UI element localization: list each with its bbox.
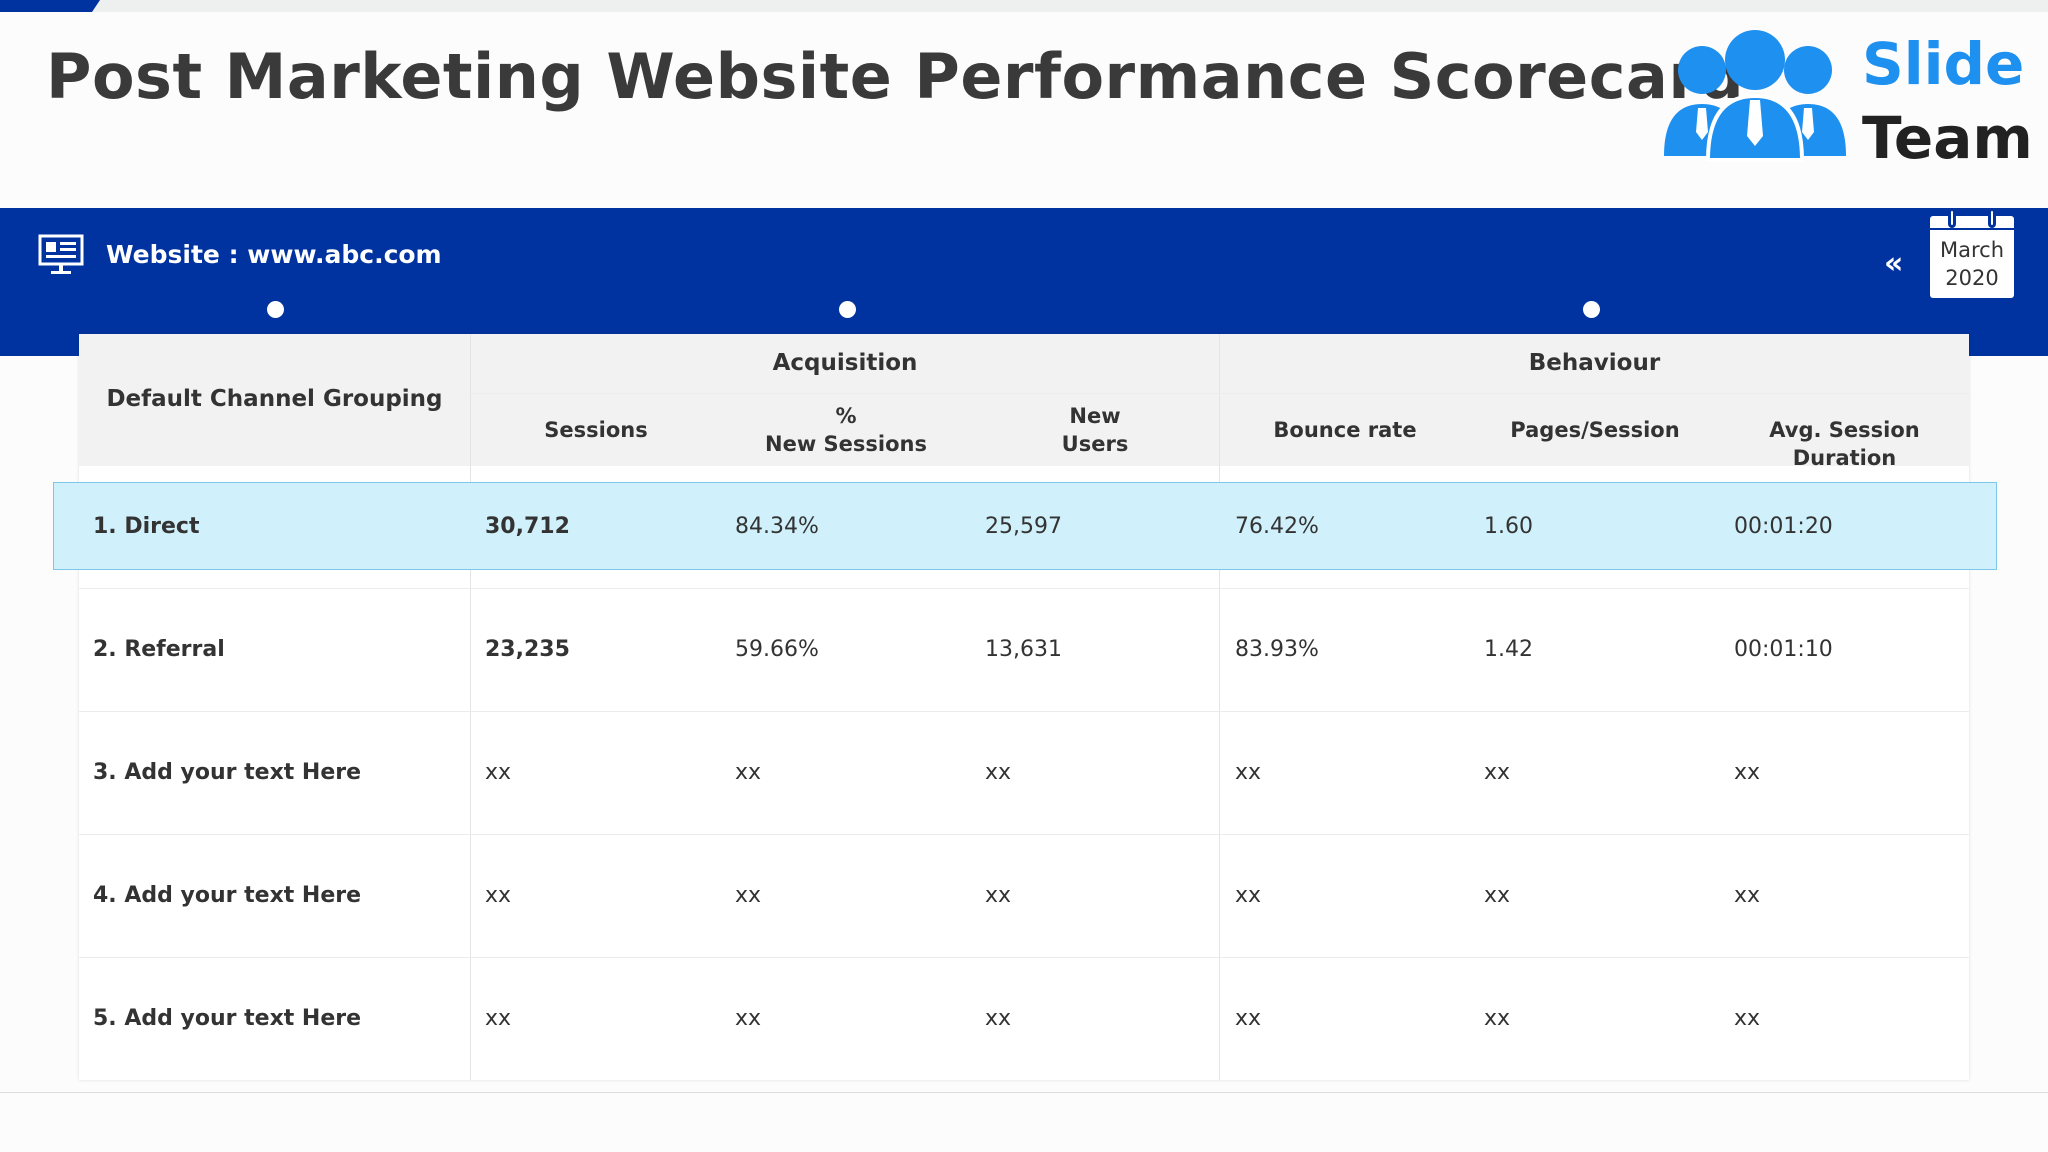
table-row[interactable]: 3. Add your text Here xx xx xx xx xx xx [0,729,2048,817]
row-pages-session: xx [1484,760,1511,785]
header-new-sessions-line1: % [835,404,857,428]
row-channel-name: 5. Add your text Here [93,1006,362,1031]
header-acquisition: Acquisition [772,350,918,376]
row-new-sessions: xx [735,1006,762,1031]
header-new-users: New Users [971,402,1219,458]
row-bounce-rate: xx [1235,760,1262,785]
row-bounce-rate: xx [1235,883,1262,908]
row-bounce-rate: xx [1235,1006,1262,1031]
header-pages-session: Pages/Session [1510,418,1680,442]
row-new-users: xx [985,1006,1012,1031]
people-icon [1664,30,1846,162]
logo-text-team: Team [1862,104,2033,172]
header-new-users-line2: Users [1061,432,1129,456]
highlighted-row [53,482,1997,570]
row-new-users: 25,597 [985,514,1062,539]
row-channel-name: 2. Referral [93,637,225,662]
row-bounce-rate: 76.42% [1235,514,1319,539]
row-avg-session-duration: 00:01:10 [1734,637,1833,662]
row-avg-session-duration: 00:01:20 [1734,514,1833,539]
row-pages-session: 1.60 [1484,514,1533,539]
row-channel-name: 4. Add your text Here [93,883,362,908]
header-behaviour: Behaviour [1528,350,1661,376]
row-channel-name: 1. Direct [93,514,200,539]
row-new-sessions: 84.34% [735,514,819,539]
calendar-ring-left [1948,208,1956,228]
row-bounce-rate: 83.93% [1235,637,1319,662]
column-divider [470,334,471,1080]
column-divider [1219,334,1220,1080]
table-row[interactable]: 4. Add your text Here xx xx xx xx xx xx [0,852,2048,940]
top-accent-bar [0,0,2048,12]
row-new-users: xx [985,883,1012,908]
row-channel-name: 3. Add your text Here [93,760,362,785]
row-divider [79,957,1969,958]
row-pages-session: xx [1484,1006,1511,1031]
row-avg-session-duration: xx [1734,1006,1761,1031]
table-row[interactable]: 1. Direct 30,712 84.34% 25,597 76.42% 1.… [0,483,2048,571]
row-new-users: 13,631 [985,637,1062,662]
row-divider [79,834,1969,835]
row-sessions: 30,712 [485,514,570,539]
calendar-top-bar [1930,216,2014,230]
top-accent-stripe [0,0,100,12]
timeline-dot-acquisition [839,301,856,318]
row-new-sessions: xx [735,760,762,785]
row-new-sessions: 59.66% [735,637,819,662]
row-sessions: xx [485,1006,512,1031]
table-row[interactable]: 2. Referral 23,235 59.66% 13,631 83.93% … [0,606,2048,694]
row-avg-session-duration: xx [1734,883,1761,908]
header-default-channel-grouping: Default Channel Grouping [106,386,443,412]
page-title: Post Marketing Website Performance Score… [46,40,1745,113]
header-bounce-rate: Bounce rate [1273,418,1417,442]
table-row[interactable]: 5. Add your text Here xx xx xx xx xx xx [0,975,2048,1063]
website-label: Website : www.abc.com [106,240,442,269]
timeline-dot-channel [267,301,284,318]
row-sessions: xx [485,760,512,785]
chevron-left-icon[interactable]: « [1884,246,1904,281]
header-new-users-line1: New [1069,404,1121,428]
row-divider [79,588,1969,589]
row-pages-session: 1.42 [1484,637,1533,662]
logo-text-slide: Slide [1862,30,2025,98]
calendar-year: 2020 [1945,266,1999,290]
website-header-band [0,208,2048,356]
header-new-sessions: % New Sessions [721,402,971,458]
row-new-users: xx [985,760,1012,785]
header-sessions: Sessions [544,418,648,442]
table-header [79,334,1969,466]
calendar-icon: March 2020 [1930,208,2014,298]
row-sessions: 23,235 [485,637,570,662]
calendar-ring-right [1988,208,1996,228]
row-sessions: xx [485,883,512,908]
header-new-sessions-line2: New Sessions [765,432,927,456]
calendar-month: March [1939,238,2004,262]
footer-divider [0,1092,2048,1093]
header-avg-session-duration: Avg. Session Duration [1769,418,1920,470]
row-divider [79,711,1969,712]
slideteam-logo: Slide Team [1660,24,2033,174]
timeline-dot-behaviour [1583,301,1600,318]
row-pages-session: xx [1484,883,1511,908]
row-new-sessions: xx [735,883,762,908]
header-subdivider [471,393,1969,394]
row-avg-session-duration: xx [1734,760,1761,785]
monitor-icon [38,234,84,274]
